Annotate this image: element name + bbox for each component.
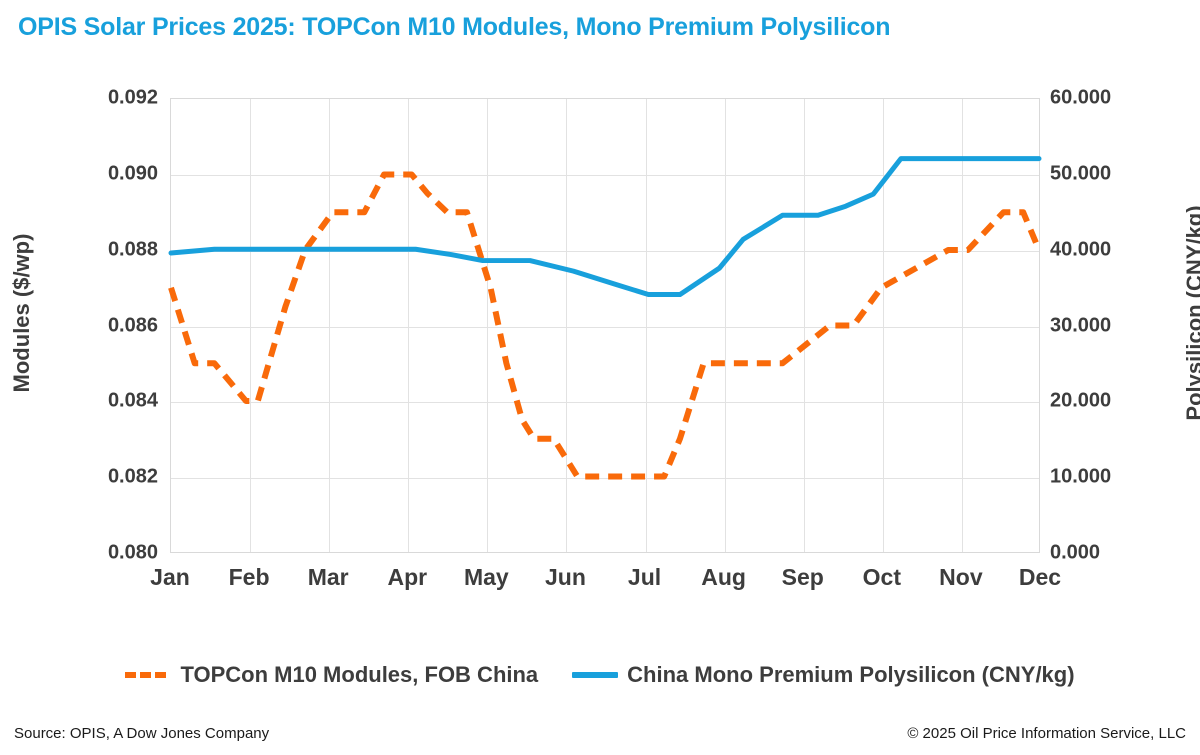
gridline-vertical [645, 99, 647, 552]
x-tick-label: Nov [939, 564, 983, 590]
y-axis-left-title: Modules ($/wp) [9, 233, 34, 393]
gridline-horizontal [171, 478, 1039, 480]
data-lines [168, 156, 1042, 480]
series-line [168, 171, 1042, 480]
y-tick-label-left: 0.084 [107, 389, 158, 412]
y-axis-right-ticks: 0.000 10.000 20.000 30.000 40.000 50.000 60.00… [1050, 0, 1160, 755]
y-tick-label-left: 0.090 [107, 162, 158, 185]
series-line [168, 156, 1042, 298]
y-tick-label-right: 0.000 [1050, 541, 1101, 564]
source-note: Source: OPIS, A Dow Jones Company [14, 725, 270, 742]
y-tick-label-right: 10.000 [1050, 465, 1112, 488]
y-tick-label-left: 0.086 [107, 314, 158, 336]
gridline-horizontal [171, 174, 1039, 176]
y-tick-label-left: 0.088 [107, 238, 158, 261]
y-tick-label-right: 60.000 [1050, 86, 1112, 109]
x-axis-ticks: Jan Feb Mar Apr May Jun Jul Aug Sep Oct Nov Dec [150, 564, 1061, 604]
gridline-horizontal [171, 250, 1039, 252]
gridline-vertical [724, 99, 726, 552]
legend-item-label: TOPCon M10 Modules, FOB China [180, 662, 539, 687]
legend-dashed-line-icon [125, 672, 171, 678]
y-tick-label-right: 30.000 [1050, 314, 1112, 336]
legend-item[interactable]: TOPCon M10 Modules, FOB China [125, 662, 538, 688]
x-tick-label: Oct [862, 564, 901, 590]
gridline-vertical [329, 99, 331, 552]
y-tick-label-right: 40.000 [1050, 238, 1112, 261]
x-tick-label: Jun [545, 564, 586, 590]
gridline-horizontal [171, 402, 1039, 404]
x-tick-label: May [463, 564, 509, 590]
x-tick-label: Mar [307, 564, 349, 590]
gridline-vertical [803, 99, 805, 552]
chart-legend: TOPCon M10 Modules, FOB China China Mono … [0, 662, 1200, 688]
gridline-horizontal [171, 326, 1039, 328]
x-tick-label: Sep [781, 564, 824, 590]
legend-item[interactable]: China Mono Premium Polysilicon (CNY/kg) [572, 662, 1075, 688]
copyright-note: © 2025 Oil Price Information Service, LL… [907, 725, 1186, 742]
gridline-vertical [961, 99, 963, 552]
page-title: OPIS Solar Prices 2025: TOPCon M10 Modul… [18, 13, 891, 41]
y-axis-left-ticks: 0.080 0.082 0.084 0.086 0.088 0.090 0.092 [58, 0, 158, 755]
x-tick-label: Dec [1018, 564, 1062, 590]
x-tick-label: Feb [228, 564, 270, 590]
x-tick-label: Jan [150, 564, 190, 590]
gridline-vertical [487, 99, 489, 552]
y-tick-label-right: 20.000 [1050, 389, 1112, 412]
gridline-vertical [408, 99, 410, 552]
y-axis-right-title: Polysilicon (CNY/kg) [1182, 205, 1200, 421]
y-tick-label-left: 0.082 [107, 465, 158, 488]
gridline-vertical [566, 99, 568, 552]
gridline-vertical [250, 99, 252, 552]
y-tick-label-left: 0.080 [107, 541, 158, 564]
legend-solid-line-icon [572, 672, 619, 678]
x-tick-label: Jul [627, 564, 662, 590]
gridline-vertical [882, 99, 884, 552]
y-tick-label-right: 50.000 [1050, 162, 1112, 185]
x-tick-label: Aug [701, 564, 746, 590]
y-tick-label-left: 0.092 [107, 86, 158, 109]
x-tick-label: Apr [387, 564, 428, 590]
legend-item-label: China Mono Premium Polysilicon (CNY/kg) [627, 662, 1075, 687]
plot-area [168, 98, 1042, 553]
